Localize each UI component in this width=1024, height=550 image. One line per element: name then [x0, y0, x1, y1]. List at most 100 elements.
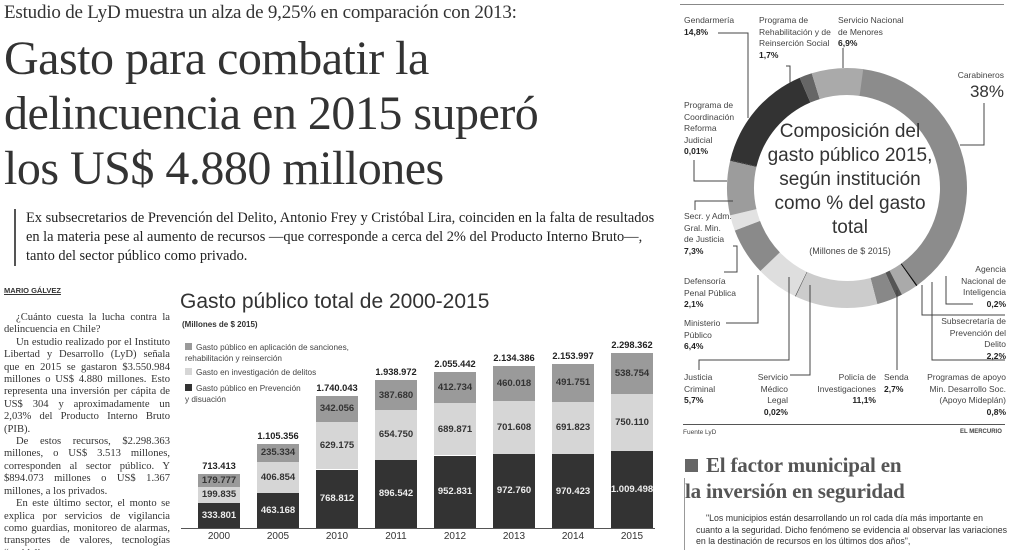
square-bullet-icon — [685, 459, 698, 472]
bar-segment: 970.423 — [552, 454, 594, 528]
bar-segment: 689.871 — [434, 403, 476, 456]
label-coordinacion: Programa de Coordinación Reforma Judicia… — [684, 100, 735, 156]
bar-segment: 406.854 — [257, 461, 299, 493]
leader-lines — [693, 32, 1005, 376]
kicker: Estudio de LyD muestra un alza de 9,25% … — [4, 2, 517, 23]
label-ministerio: Ministerio Público 6,4% — [684, 318, 721, 351]
bar-total-label: 2.134.386 — [493, 352, 535, 363]
label-subsecretaria: Subsecretaría de Prevención del Delito 2,… — [941, 316, 1006, 361]
bar-segment: 952.831 — [434, 455, 476, 528]
bar-segment: 538.754 — [611, 353, 653, 395]
donut-slice — [900, 263, 918, 287]
label-justicia-criminal: Justicia Criminal 5,7% — [684, 372, 716, 405]
label-programas: Programas de apoyo Min. Desarrollo Soc. … — [927, 372, 1006, 417]
credit: EL MERCURIO — [960, 429, 1002, 435]
x-tick-label: 2000 — [207, 531, 231, 542]
label-sml: Servicio Médico Legal 0,02% — [757, 372, 788, 417]
article-body: ¿Cuánto cuesta la lucha contra la delinc… — [4, 306, 170, 550]
bar-segment: 491.751 — [552, 364, 594, 402]
bar-segment: 654.750 — [375, 409, 417, 460]
donut-slice — [799, 73, 820, 103]
x-tick-label: 2005 — [266, 531, 290, 542]
bar-total-label: 1.105.356 — [257, 430, 299, 441]
bar-chart-plot: 333.801 199.835 179.777 713.413 2000 463.168 4… — [175, 330, 655, 550]
label-defensoria: Defensoría Penal Pública 2,1% — [684, 276, 736, 309]
bar-segment: 342.056 — [316, 395, 358, 422]
donut-slice — [730, 160, 757, 167]
bar-segment: 972.760 — [493, 453, 535, 528]
bar-segment: 412.734 — [434, 371, 476, 403]
headline-line-1: Gasto para combatir la — [4, 33, 429, 85]
headline-line-2: delincuencia en 2015 superó — [4, 88, 539, 140]
donut-center-title: Composición del gasto público 2015, segú… — [767, 121, 933, 238]
label-carabineros: Carabineros 38% — [957, 70, 1004, 101]
bar-segment: 333.801 — [198, 502, 240, 528]
donut-slice — [870, 272, 897, 305]
bar-total-label: 1.740.043 — [316, 382, 358, 393]
paragraph: De estos recursos, $2.298.363 millones, … — [4, 436, 170, 497]
bar-segment: 750.110 — [611, 394, 653, 452]
label-sename: Servicio Nacional de Menores 6,9% — [838, 15, 904, 48]
bar-segment: 463.168 — [257, 492, 299, 528]
sidebar-text: "Los municipios están desarrollando un r… — [696, 513, 1008, 546]
label-gendarmeria: Gendarmería 14,8% — [684, 15, 735, 37]
bar-total-label: 713.413 — [202, 460, 236, 471]
legend-item-sanciones: Gasto público en aplicación de sanciones… — [185, 342, 365, 364]
x-tick-label: 2012 — [443, 531, 467, 542]
donut-slice — [858, 68, 968, 286]
divider — [684, 478, 685, 550]
donut-slice — [889, 264, 917, 295]
x-axis-line — [181, 528, 655, 529]
label-pdi: Policía de Investigaciones 11,1% — [817, 372, 876, 405]
legend-item-prevencion: Gasto público en Prevención y disuación — [185, 383, 305, 405]
source: Fuente LyD — [683, 429, 717, 436]
x-tick-label: 2011 — [385, 531, 407, 542]
paragraph: En este último sector, el monto se expli… — [4, 498, 170, 550]
divider — [680, 4, 1004, 5]
legend-swatch — [185, 343, 192, 350]
x-tick-label: 2013 — [502, 531, 526, 542]
donut-slice — [811, 67, 864, 100]
sidebar-headline-text: El factor municipal en la inversión en se… — [685, 453, 905, 503]
bar-segment: 691.823 — [552, 401, 594, 455]
bar-segment: 1.009.498 — [611, 451, 653, 528]
donut-slice — [734, 220, 780, 272]
donut-subtitle: (Millones de $ 2015) — [809, 246, 891, 256]
paragraph: ¿Cuánto cuesta la lucha contra la delinc… — [4, 312, 170, 336]
legend-item-investigacion: Gasto en investigación de delitos — [185, 367, 365, 378]
legend-label: Gasto en investigación de delitos — [196, 368, 317, 377]
legend-label: Gasto público en aplicación de sanciones… — [185, 343, 349, 363]
bar-segment: 629.175 — [316, 421, 358, 470]
bar-total-label: 2.153.997 — [552, 351, 594, 362]
bar-total-label: 2.298.362 — [611, 340, 653, 351]
x-tick-label: 2015 — [620, 531, 644, 542]
bar-total-label: 2.055.442 — [434, 358, 476, 369]
bar-segment: 896.542 — [375, 459, 417, 528]
label-secretaria: Secr. y Adm. Gral. Min. de Justicia 7,3% — [684, 211, 732, 256]
paragraph: Un estudio realizado por el Instituto Li… — [4, 336, 170, 435]
bar-segment: 701.608 — [493, 400, 535, 454]
legend-swatch — [185, 384, 192, 391]
bar-chart-subtitle: (Millones de $ 2015) — [182, 320, 258, 329]
legend-label: Gasto público en Prevención y disuación — [185, 384, 301, 404]
donut-slice — [730, 77, 811, 167]
divider — [683, 424, 1005, 425]
label-senda: Senda 2,7% — [884, 372, 909, 394]
bar-segment: 768.812 — [316, 469, 358, 528]
donut-slice — [730, 209, 761, 231]
x-tick-label: 2010 — [325, 531, 349, 542]
bar-chart-title: Gasto público total de 2000-2015 — [180, 290, 490, 313]
headline-line-3: los US$ 4.880 millones — [4, 143, 444, 195]
bar-segment: 460.018 — [493, 365, 535, 401]
donut-slice — [760, 252, 807, 297]
donut-slice — [885, 270, 902, 298]
bar-segment: 235.334 — [257, 443, 299, 462]
label-rehab: Programa de Rehabilitación y de Reinserc… — [759, 15, 831, 60]
x-tick-label: 2014 — [561, 531, 585, 542]
bar-segment: 179.777 — [198, 473, 240, 488]
donut-slice — [794, 271, 808, 297]
bar-segment: 387.680 — [375, 380, 417, 410]
deck: Ex subsecretarios de Prevención del Deli… — [14, 209, 660, 266]
byline: MARIO GÁLVEZ — [4, 286, 61, 295]
